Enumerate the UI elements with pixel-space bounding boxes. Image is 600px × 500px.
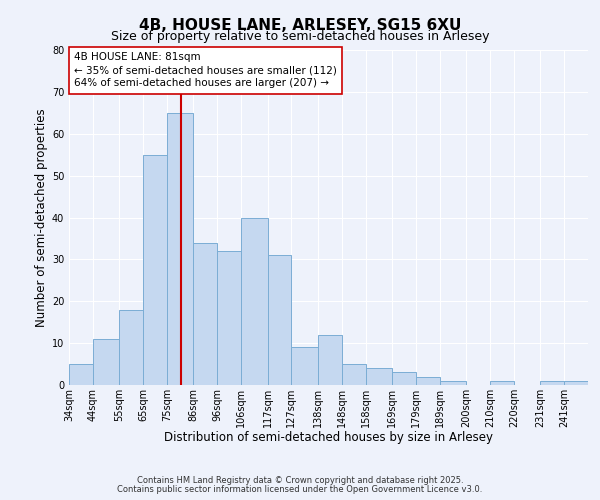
X-axis label: Distribution of semi-detached houses by size in Arlesey: Distribution of semi-detached houses by … <box>164 432 493 444</box>
Text: Contains public sector information licensed under the Open Government Licence v3: Contains public sector information licen… <box>118 485 482 494</box>
Bar <box>241 218 268 385</box>
Bar <box>217 251 241 385</box>
Bar <box>564 381 588 385</box>
Text: Size of property relative to semi-detached houses in Arlesey: Size of property relative to semi-detach… <box>111 30 489 43</box>
Bar <box>318 335 341 385</box>
Bar <box>341 364 365 385</box>
Bar <box>193 242 217 385</box>
Bar <box>119 310 143 385</box>
Bar <box>268 255 292 385</box>
Bar <box>440 381 466 385</box>
Text: Contains HM Land Registry data © Crown copyright and database right 2025.: Contains HM Land Registry data © Crown c… <box>137 476 463 485</box>
Bar <box>167 113 193 385</box>
Bar <box>143 154 167 385</box>
Bar <box>365 368 392 385</box>
Bar <box>93 339 119 385</box>
Bar <box>490 381 514 385</box>
Y-axis label: Number of semi-detached properties: Number of semi-detached properties <box>35 108 47 327</box>
Bar <box>392 372 416 385</box>
Text: 4B HOUSE LANE: 81sqm
← 35% of semi-detached houses are smaller (112)
64% of semi: 4B HOUSE LANE: 81sqm ← 35% of semi-detac… <box>74 52 337 88</box>
Text: 4B, HOUSE LANE, ARLESEY, SG15 6XU: 4B, HOUSE LANE, ARLESEY, SG15 6XU <box>139 18 461 32</box>
Bar <box>292 348 318 385</box>
Bar <box>69 364 93 385</box>
Bar <box>540 381 564 385</box>
Bar <box>416 376 440 385</box>
